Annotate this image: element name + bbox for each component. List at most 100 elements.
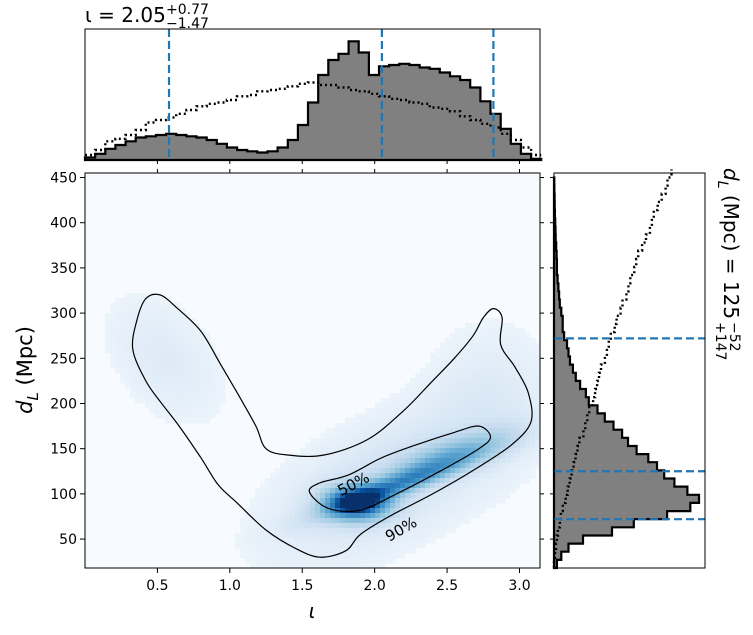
heatmap-cell bbox=[425, 478, 431, 484]
heatmap-cell bbox=[315, 533, 321, 539]
heatmap-cell bbox=[410, 543, 416, 549]
heatmap-cell bbox=[115, 368, 121, 374]
heatmap-cell bbox=[500, 488, 506, 494]
heatmap-cell bbox=[120, 308, 126, 314]
heatmap-cell bbox=[135, 398, 141, 404]
heatmap-cell bbox=[240, 538, 246, 544]
heatmap-cell bbox=[115, 323, 121, 329]
heatmap-cell bbox=[295, 498, 301, 504]
heatmap-cell bbox=[390, 498, 396, 504]
heatmap-cell bbox=[445, 433, 451, 439]
right-panel-frame bbox=[553, 172, 706, 569]
heatmap-cell bbox=[360, 483, 366, 489]
heatmap-cell bbox=[480, 348, 486, 354]
heatmap-cell bbox=[170, 363, 176, 369]
heatmap-cell bbox=[505, 413, 511, 419]
heatmap-cell bbox=[440, 453, 446, 459]
heatmap-cell bbox=[130, 313, 136, 319]
heatmap-cell bbox=[435, 348, 441, 354]
heatmap-cell bbox=[285, 538, 291, 544]
heatmap-cell bbox=[290, 543, 296, 549]
heatmap-cell bbox=[210, 373, 216, 379]
heatmap-cell bbox=[400, 453, 406, 459]
heatmap-cell bbox=[380, 488, 386, 494]
heatmap-cell bbox=[160, 298, 166, 304]
heatmap-cell bbox=[415, 443, 421, 449]
heatmap-cell bbox=[425, 413, 431, 419]
heatmap-cell bbox=[110, 328, 116, 334]
heatmap-cell bbox=[150, 328, 156, 334]
heatmap-cell bbox=[315, 498, 321, 504]
heatmap-cell bbox=[390, 423, 396, 429]
heatmap-cell bbox=[120, 358, 126, 364]
heatmap-cell bbox=[420, 523, 426, 529]
heatmap-cell bbox=[495, 368, 501, 374]
heatmap-cell bbox=[205, 393, 211, 399]
heatmap-cell bbox=[245, 558, 251, 564]
heatmap-cell bbox=[470, 373, 476, 379]
heatmap-cell bbox=[175, 418, 181, 424]
heatmap-cell bbox=[435, 403, 441, 409]
heatmap-cell bbox=[135, 328, 141, 334]
heatmap-cell bbox=[395, 428, 401, 434]
heatmap-cell bbox=[475, 513, 481, 519]
heatmap-cell bbox=[500, 473, 506, 479]
heatmap-cell bbox=[320, 508, 326, 514]
heatmap-cell bbox=[465, 513, 471, 519]
heatmap-cell bbox=[535, 438, 540, 444]
heatmap-cell bbox=[490, 448, 496, 454]
heatmap-cell bbox=[530, 358, 536, 364]
heatmap-cell bbox=[460, 468, 466, 474]
heatmap-cell bbox=[150, 323, 156, 329]
heatmap-cell bbox=[195, 373, 201, 379]
heatmap-cell bbox=[160, 408, 166, 414]
heatmap-cell bbox=[290, 553, 296, 559]
heatmap-cell bbox=[275, 523, 281, 529]
heatmap-cell bbox=[125, 313, 131, 319]
heatmap-cell bbox=[170, 318, 176, 324]
heatmap-cell bbox=[145, 313, 151, 319]
heatmap-cell bbox=[345, 508, 351, 514]
heatmap-cell bbox=[420, 373, 426, 379]
heatmap-cell bbox=[350, 423, 356, 429]
heatmap-cell bbox=[175, 413, 181, 419]
heatmap-cell bbox=[210, 343, 216, 349]
heatmap-cell bbox=[460, 513, 466, 519]
heatmap-cell bbox=[465, 388, 471, 394]
heatmap-cell bbox=[410, 478, 416, 484]
heatmap-cell bbox=[355, 443, 361, 449]
heatmap-cell bbox=[395, 543, 401, 549]
heatmap-cell bbox=[410, 383, 416, 389]
heatmap-cell bbox=[535, 463, 540, 469]
heatmap-cell bbox=[110, 308, 116, 314]
heatmap-cell bbox=[250, 528, 256, 534]
heatmap-cell bbox=[460, 353, 466, 359]
heatmap-cell bbox=[375, 473, 381, 479]
heatmap-cell bbox=[165, 338, 171, 344]
heatmap-cell bbox=[465, 363, 471, 369]
heatmap-cell bbox=[450, 458, 456, 464]
heatmap-cell bbox=[520, 423, 526, 429]
heatmap-cell bbox=[170, 333, 176, 339]
heatmap-cell bbox=[115, 303, 121, 309]
heatmap-cell bbox=[510, 428, 516, 434]
heatmap-cell bbox=[485, 463, 491, 469]
heatmap-cell bbox=[250, 548, 256, 554]
heatmap-cell bbox=[515, 428, 521, 434]
heatmap-cell bbox=[470, 368, 476, 374]
heatmap-cell bbox=[480, 383, 486, 389]
heatmap-cell bbox=[205, 398, 211, 404]
heatmap-cell bbox=[460, 333, 466, 339]
heatmap-cell bbox=[310, 478, 316, 484]
heatmap-cell bbox=[325, 493, 331, 499]
heatmap-cell bbox=[345, 493, 351, 499]
heatmap-cell bbox=[475, 428, 481, 434]
heatmap-cell bbox=[455, 393, 461, 399]
heatmap-cell bbox=[535, 458, 540, 464]
heatmap-cell bbox=[265, 503, 271, 509]
heatmap-cell bbox=[380, 468, 386, 474]
heatmap-cell bbox=[120, 378, 126, 384]
heatmap-cell bbox=[155, 363, 161, 369]
heatmap-cell bbox=[425, 483, 431, 489]
heatmap-cell bbox=[520, 473, 526, 479]
